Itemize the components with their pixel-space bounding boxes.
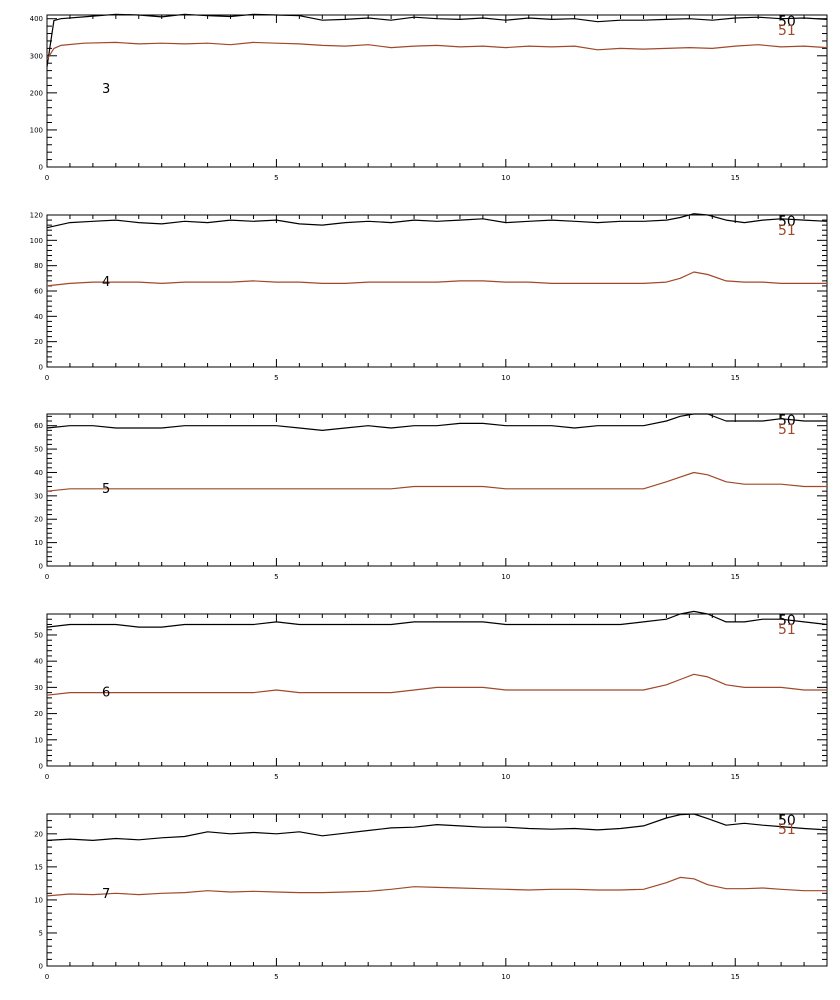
y-tick-label: 200 [30, 89, 43, 97]
y-tick-label: 20 [34, 710, 43, 718]
x-tick-label: 10 [501, 374, 510, 382]
y-tick-label: 60 [34, 288, 43, 296]
series-line-50 [46, 213, 828, 229]
y-tick-label: 40 [34, 469, 43, 477]
series-line-50 [46, 13, 828, 67]
x-tick-label: 5 [274, 973, 278, 981]
legend-entry-51: 51 [778, 622, 796, 638]
y-tick-label: 20 [34, 516, 43, 524]
x-tick-label: 0 [45, 374, 49, 382]
x-tick-label: 5 [274, 573, 278, 581]
y-tick-label: 50 [34, 631, 43, 639]
x-tick-label: 15 [731, 374, 740, 382]
x-tick-label: 10 [501, 973, 510, 981]
y-tick-label: 80 [34, 262, 43, 270]
plot-frame [46, 813, 828, 967]
series-line-51 [46, 471, 827, 492]
legend-entry-50: 50 [778, 214, 796, 230]
panel-number-label: 4 [102, 275, 110, 290]
y-tick-label: 100 [30, 126, 43, 134]
y-tick-label: 40 [34, 313, 43, 321]
series-line-51 [46, 41, 828, 60]
y-tick-label: 10 [34, 896, 43, 904]
y-tick-label: 300 [30, 52, 43, 60]
y-tick-label: 15 [34, 863, 43, 871]
x-tick-label: 5 [274, 174, 278, 182]
series-line-50 [46, 413, 827, 431]
y-tick-label: 0 [39, 963, 43, 971]
x-tick-label: 5 [274, 773, 278, 781]
y-tick-label: 10 [34, 736, 43, 744]
legend-entry-50: 50 [778, 813, 796, 829]
y-tick-label: 0 [39, 364, 43, 372]
y-tick-label: 30 [34, 492, 43, 500]
y-tick-label: 10 [34, 539, 43, 547]
x-tick-label: 0 [45, 773, 49, 781]
plot-frame [46, 413, 828, 567]
legend-entry-50: 50 [778, 413, 796, 429]
y-tick-label: 5 [39, 929, 43, 937]
legend-entry-50: 50 [778, 14, 796, 30]
y-tick-label: 20 [34, 338, 43, 346]
legend-entry-51: 51 [778, 223, 796, 239]
series-line-50 [46, 813, 828, 842]
y-tick-label: 0 [39, 763, 43, 771]
x-tick-label: 10 [501, 773, 510, 781]
panel-number-label: 5 [102, 482, 110, 497]
legend-entry-51: 51 [778, 23, 796, 39]
series-line-51 [46, 876, 827, 897]
x-tick-label: 15 [731, 573, 740, 581]
series-line-51 [46, 271, 827, 287]
y-tick-label: 100 [30, 237, 43, 245]
y-tick-label: 120 [30, 212, 43, 220]
legend-entry-51: 51 [778, 822, 796, 838]
x-tick-label: 15 [731, 773, 740, 781]
panel-number-label: 3 [102, 82, 110, 97]
x-tick-label: 10 [501, 573, 510, 581]
y-tick-label: 40 [34, 658, 43, 666]
legend-entry-51: 51 [778, 422, 796, 438]
plot-frame [46, 14, 828, 168]
plot-frame [46, 214, 828, 368]
x-tick-label: 15 [731, 973, 740, 981]
y-tick-label: 20 [34, 830, 43, 838]
y-tick-label: 0 [39, 164, 43, 172]
series-line-50 [46, 610, 828, 628]
series-line-51 [46, 673, 827, 696]
plot-frame [46, 613, 828, 767]
y-tick-label: 60 [34, 422, 43, 430]
panel-number-label: 6 [102, 686, 110, 701]
y-tick-label: 0 [39, 563, 43, 571]
x-tick-label: 5 [274, 374, 278, 382]
legend-entry-50: 50 [778, 613, 796, 629]
x-tick-label: 0 [45, 174, 49, 182]
y-tick-label: 30 [34, 684, 43, 692]
x-tick-label: 10 [501, 174, 510, 182]
y-tick-label: 400 [30, 15, 43, 23]
y-tick-label: 50 [34, 446, 43, 454]
panel-number-label: 7 [102, 887, 110, 902]
x-tick-label: 0 [45, 573, 49, 581]
x-tick-label: 15 [731, 174, 740, 182]
x-tick-label: 0 [45, 973, 49, 981]
